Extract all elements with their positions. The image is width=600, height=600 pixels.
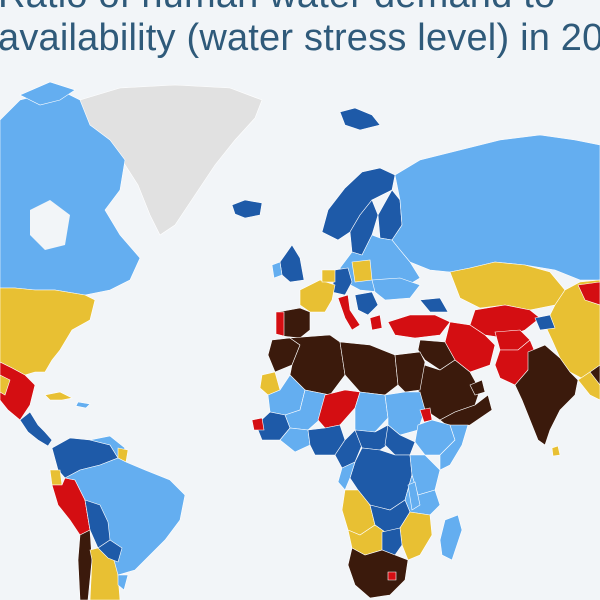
benelux [321,269,336,283]
world-water-stress-map [0,81,600,600]
botswana-zimbabwe [381,527,403,556]
uruguay [117,574,129,591]
malawi [407,481,421,511]
uk [279,244,305,283]
chad [354,391,389,433]
se-asia [589,364,600,386]
somalia [439,424,469,471]
hudson-bay [30,200,70,250]
portugal [275,311,285,337]
usa [0,287,96,376]
paraguay [97,539,123,563]
title-line-2: availability (water stress level) in 205… [0,17,600,60]
balkans [354,291,379,316]
south-africa [347,547,409,599]
central-america [19,411,53,447]
france [299,279,336,313]
italy [337,294,361,331]
greece [369,314,383,331]
turkey [387,314,451,339]
uae [469,379,486,396]
china-ne [577,281,600,306]
ukraine [371,277,421,301]
chile [77,529,93,600]
libya [339,341,399,396]
madagascar [439,514,463,561]
egypt [394,351,426,393]
norway [321,167,396,241]
canadian-islands [19,81,76,106]
india [514,344,579,446]
caucasus [419,297,449,313]
caribbean [75,401,91,409]
congo-gabon [337,461,356,491]
title-line-1: Ratio of human water demand to [0,0,555,17]
ecuador [49,469,63,486]
cuba [44,391,73,401]
bangladesh-myanmar [577,371,600,401]
russia [391,134,600,281]
svalbard [339,107,381,131]
niger [317,389,361,429]
sri-lanka [551,445,561,457]
lesotho [387,571,397,581]
iceland [231,199,263,219]
mexico [0,361,36,421]
ireland [271,261,283,279]
senegal [251,417,265,431]
mexico-south [0,374,11,396]
kazakhstan [449,261,566,311]
central-asia-2 [534,314,556,331]
poland [351,259,373,283]
title-line-2-text: availability (water stress level) in 205… [0,17,600,59]
